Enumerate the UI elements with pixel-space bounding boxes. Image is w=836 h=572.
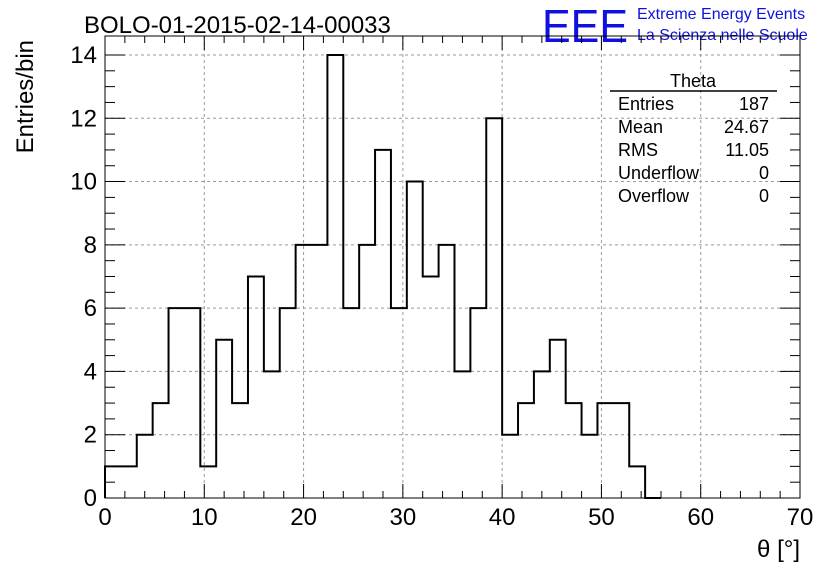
histogram-bin — [216, 340, 232, 498]
histogram-bins — [105, 55, 645, 498]
histogram-bin — [200, 466, 216, 498]
histogram-bin — [184, 308, 200, 498]
histogram-bin — [327, 55, 343, 498]
y-tick-label: 6 — [84, 295, 97, 322]
histogram-bin — [550, 340, 566, 498]
histogram-bin — [375, 150, 391, 498]
x-tick-label: 0 — [98, 504, 111, 531]
histogram-bin — [613, 403, 629, 498]
y-tick-label: 2 — [84, 422, 97, 449]
histogram-bin — [518, 403, 534, 498]
y-tick-label: 12 — [70, 105, 97, 132]
histogram-bin — [470, 308, 486, 498]
y-tick-labels: 0 2 4 6 8 10 12 14 — [70, 42, 97, 512]
histogram-bin — [391, 308, 407, 498]
y-axis-label: Entries/bin — [12, 40, 39, 153]
logo-letters: EEE — [542, 0, 628, 52]
histogram-bin — [486, 118, 502, 498]
stats-value: 187 — [739, 94, 769, 114]
histogram-bin — [423, 276, 439, 498]
histogram-outline — [104, 53, 661, 499]
x-tick-label: 40 — [489, 504, 516, 531]
histogram-bin — [502, 435, 518, 498]
histogram-bin — [439, 245, 455, 498]
y-tick-label: 14 — [70, 42, 97, 69]
histogram-bin — [264, 371, 280, 498]
histogram-bin — [137, 435, 153, 498]
histogram-bin — [248, 276, 264, 498]
x-axis-label: θ [°] — [757, 536, 800, 563]
histogram-bin — [566, 403, 582, 498]
histogram-bin — [597, 403, 613, 498]
stats-label: Mean — [618, 117, 663, 137]
stats-value: 11.05 — [725, 140, 769, 160]
y-tick-label: 10 — [70, 169, 97, 196]
histogram-bin — [121, 466, 137, 498]
histogram-bin — [534, 371, 550, 498]
stats-label: Overflow — [618, 186, 690, 206]
plot-frame — [104, 35, 801, 499]
histogram-bin — [169, 308, 185, 498]
stats-label: Entries — [618, 94, 674, 114]
x-tick-label: 70 — [787, 504, 814, 531]
chart-title: BOLO-01-2015-02-14-00033 — [84, 12, 391, 39]
y-tick-label: 0 — [84, 485, 97, 512]
y-tick-label: 4 — [84, 358, 97, 385]
eee-logo: EEE Extreme Energy Events La Scienza nel… — [542, 0, 808, 52]
x-tick-label: 50 — [588, 504, 615, 531]
axis-ticks — [104, 36, 801, 499]
histogram-bin — [343, 308, 359, 498]
stats-box-title: Theta — [670, 71, 717, 91]
stats-label: Underflow — [618, 163, 700, 183]
histogram-bin — [232, 403, 248, 498]
y-tick-label: 8 — [84, 232, 97, 259]
histogram-bin — [280, 308, 296, 498]
histogram-bin — [312, 245, 328, 498]
x-tick-label: 60 — [687, 504, 714, 531]
stats-label: RMS — [618, 140, 658, 160]
x-tick-label: 10 — [191, 504, 218, 531]
histogram-bin — [582, 435, 598, 498]
histogram-bin — [407, 182, 423, 498]
grid — [105, 36, 800, 498]
histogram-bin — [629, 466, 645, 498]
histogram-bin — [359, 245, 375, 498]
x-tick-label: 20 — [290, 504, 317, 531]
stats-value: 24.67 — [724, 117, 769, 137]
logo-line1: Extreme Energy Events — [637, 6, 805, 23]
histogram-bin — [153, 403, 169, 498]
stats-value: 0 — [759, 186, 769, 206]
stats-value: 0 — [759, 163, 769, 183]
x-tick-label: 30 — [390, 504, 417, 531]
stats-box: Theta Entries 187 Mean 24.67 RMS 11.05 Underfl… — [610, 71, 777, 206]
x-tick-labels: 0 10 20 30 40 50 60 70 — [98, 504, 813, 531]
